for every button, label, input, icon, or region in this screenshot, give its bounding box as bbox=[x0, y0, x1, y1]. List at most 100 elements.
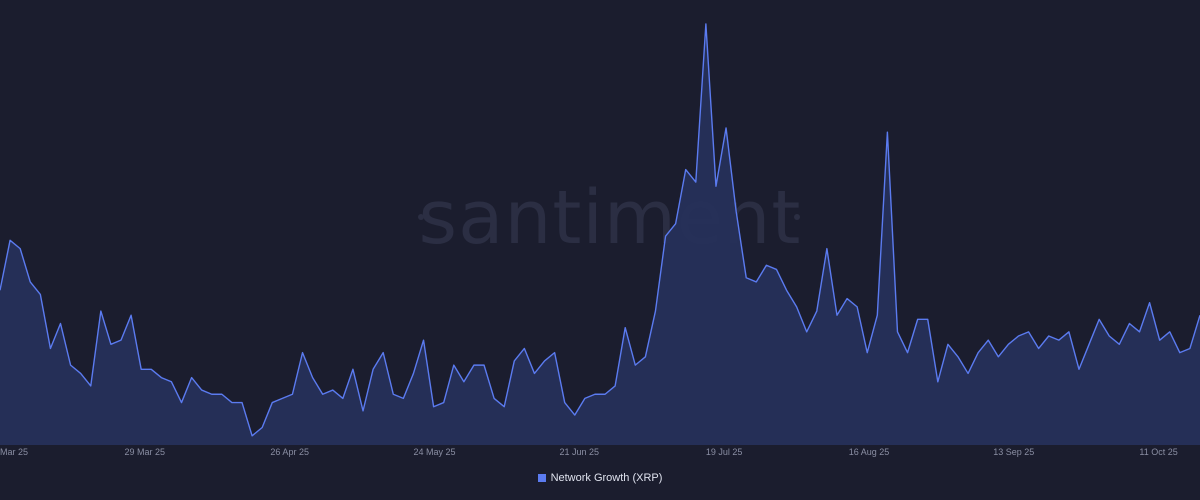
data-point[interactable] bbox=[765, 264, 768, 267]
data-point[interactable] bbox=[170, 380, 173, 383]
data-point[interactable] bbox=[39, 293, 42, 296]
legend[interactable]: Network Growth (XRP) bbox=[0, 472, 1200, 484]
data-point[interactable] bbox=[402, 397, 405, 400]
data-point[interactable] bbox=[906, 351, 909, 354]
data-point[interactable] bbox=[79, 372, 82, 375]
data-point[interactable] bbox=[543, 359, 546, 362]
data-point[interactable] bbox=[1158, 339, 1161, 342]
data-point[interactable] bbox=[392, 393, 395, 396]
data-point[interactable] bbox=[946, 343, 949, 346]
data-point[interactable] bbox=[372, 368, 375, 371]
data-point[interactable] bbox=[49, 347, 52, 350]
data-point[interactable] bbox=[674, 222, 677, 225]
data-point[interactable] bbox=[493, 397, 496, 400]
data-point[interactable] bbox=[241, 401, 244, 404]
data-point[interactable] bbox=[1047, 335, 1050, 338]
data-point[interactable] bbox=[1098, 318, 1101, 321]
data-point[interactable] bbox=[472, 364, 475, 367]
data-point[interactable] bbox=[704, 23, 707, 26]
data-point[interactable] bbox=[120, 339, 123, 342]
data-point[interactable] bbox=[190, 376, 193, 379]
data-point[interactable] bbox=[200, 389, 203, 392]
data-point[interactable] bbox=[1118, 343, 1121, 346]
data-point[interactable] bbox=[1057, 339, 1060, 342]
data-point[interactable] bbox=[160, 376, 163, 379]
data-point[interactable] bbox=[1037, 347, 1040, 350]
data-point[interactable] bbox=[1138, 330, 1141, 333]
data-point[interactable] bbox=[251, 434, 254, 437]
data-point[interactable] bbox=[745, 276, 748, 279]
data-point[interactable] bbox=[89, 384, 92, 387]
data-point[interactable] bbox=[987, 339, 990, 342]
data-point[interactable] bbox=[593, 393, 596, 396]
data-point[interactable] bbox=[9, 239, 12, 242]
data-point[interactable] bbox=[866, 351, 869, 354]
data-point[interactable] bbox=[725, 127, 728, 130]
data-point[interactable] bbox=[654, 310, 657, 313]
data-point[interactable] bbox=[442, 401, 445, 404]
data-point[interactable] bbox=[452, 364, 455, 367]
data-point[interactable] bbox=[795, 305, 798, 308]
data-point[interactable] bbox=[896, 330, 899, 333]
data-point[interactable] bbox=[210, 393, 213, 396]
data-point[interactable] bbox=[230, 401, 233, 404]
data-point[interactable] bbox=[1148, 301, 1151, 304]
data-point[interactable] bbox=[220, 393, 223, 396]
data-point[interactable] bbox=[624, 326, 627, 329]
data-point[interactable] bbox=[553, 351, 556, 354]
data-point[interactable] bbox=[815, 310, 818, 313]
data-point[interactable] bbox=[513, 359, 516, 362]
data-point[interactable] bbox=[301, 351, 304, 354]
data-point[interactable] bbox=[997, 355, 1000, 358]
data-point[interactable] bbox=[573, 414, 576, 417]
data-point[interactable] bbox=[69, 364, 72, 367]
data-point[interactable] bbox=[664, 235, 667, 238]
data-point[interactable] bbox=[735, 210, 738, 213]
data-point[interactable] bbox=[1027, 330, 1030, 333]
data-point[interactable] bbox=[422, 339, 425, 342]
data-point[interactable] bbox=[291, 393, 294, 396]
data-point[interactable] bbox=[1188, 347, 1191, 350]
data-point[interactable] bbox=[785, 289, 788, 292]
data-point[interactable] bbox=[583, 397, 586, 400]
data-point[interactable] bbox=[533, 372, 536, 375]
data-point[interactable] bbox=[634, 364, 637, 367]
data-point[interactable] bbox=[109, 343, 112, 346]
data-point[interactable] bbox=[876, 314, 879, 317]
data-point[interactable] bbox=[271, 401, 274, 404]
data-point[interactable] bbox=[604, 393, 607, 396]
data-point[interactable] bbox=[1007, 343, 1010, 346]
data-point[interactable] bbox=[99, 310, 102, 313]
data-point[interactable] bbox=[977, 351, 980, 354]
data-point[interactable] bbox=[29, 280, 32, 283]
data-point[interactable] bbox=[956, 355, 959, 358]
data-point[interactable] bbox=[684, 168, 687, 171]
data-point[interactable] bbox=[432, 405, 435, 408]
data-point[interactable] bbox=[140, 368, 143, 371]
data-point[interactable] bbox=[936, 380, 939, 383]
data-point[interactable] bbox=[644, 355, 647, 358]
data-point[interactable] bbox=[775, 268, 778, 271]
data-point[interactable] bbox=[19, 247, 22, 250]
data-point[interactable] bbox=[523, 347, 526, 350]
data-point[interactable] bbox=[846, 297, 849, 300]
data-point[interactable] bbox=[180, 401, 183, 404]
data-point[interactable] bbox=[503, 405, 506, 408]
data-point[interactable] bbox=[714, 185, 717, 188]
data-point[interactable] bbox=[856, 305, 859, 308]
data-point[interactable] bbox=[412, 372, 415, 375]
data-point[interactable] bbox=[1088, 343, 1091, 346]
data-point[interactable] bbox=[694, 181, 697, 184]
data-point[interactable] bbox=[462, 380, 465, 383]
data-point[interactable] bbox=[886, 131, 889, 134]
data-point[interactable] bbox=[1017, 335, 1020, 338]
data-point[interactable] bbox=[805, 330, 808, 333]
data-point[interactable] bbox=[321, 393, 324, 396]
data-point[interactable] bbox=[311, 376, 314, 379]
data-point[interactable] bbox=[916, 318, 919, 321]
data-point[interactable] bbox=[835, 314, 838, 317]
data-point[interactable] bbox=[1077, 368, 1080, 371]
data-point[interactable] bbox=[563, 401, 566, 404]
data-point[interactable] bbox=[331, 389, 334, 392]
data-point[interactable] bbox=[614, 384, 617, 387]
